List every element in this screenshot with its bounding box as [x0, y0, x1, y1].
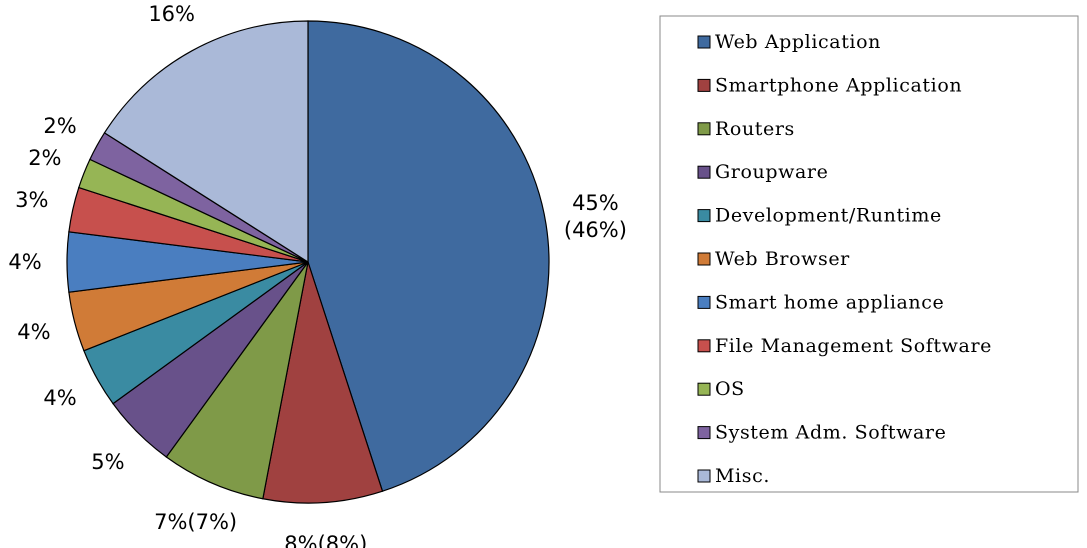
legend-swatch: [697, 469, 711, 483]
legend-label: Web Application: [715, 31, 881, 53]
data-label: 7%(7%): [154, 509, 238, 534]
legend-swatch: [697, 209, 711, 223]
legend-label: Smartphone Application: [715, 74, 962, 96]
data-label: 8%(8%): [284, 532, 368, 548]
legend-label: File Management Software: [715, 335, 992, 357]
legend-swatch: [697, 165, 711, 179]
data-label: 4%: [43, 386, 77, 411]
data-label: 5%: [91, 449, 125, 474]
data-label: 16%: [148, 1, 195, 26]
legend-label: Routers: [715, 118, 795, 140]
legend-label: OS: [715, 378, 745, 400]
pie-slice: [165, 261, 309, 500]
legend-label: Smart home appliance: [715, 291, 944, 313]
legend-swatch: [697, 382, 711, 396]
data-label: 45% (46%): [563, 191, 627, 242]
legend-swatch: [697, 295, 711, 309]
legend-box: [659, 15, 1079, 493]
data-label: 4%: [8, 249, 42, 274]
data-label: 2%: [28, 145, 62, 170]
legend-label: System Adm. Software: [715, 422, 946, 444]
pie-slice: [262, 261, 384, 504]
legend-swatch: [697, 252, 711, 266]
data-label: 4%: [17, 320, 51, 345]
legend-swatch: [697, 122, 711, 136]
data-label: 2%: [43, 113, 77, 138]
data-label: 3%: [15, 188, 49, 213]
legend-swatch: [697, 426, 711, 440]
pie-slice: [103, 20, 309, 264]
legend-label: Misc.: [715, 465, 770, 487]
pie-slice: [307, 20, 550, 492]
legend-label: Web Browser: [715, 248, 850, 270]
legend-label: Groupware: [715, 161, 828, 183]
legend-swatch: [697, 35, 711, 49]
legend-swatch: [697, 339, 711, 353]
legend-swatch: [697, 78, 711, 92]
legend-label: Development/Runtime: [715, 205, 942, 227]
